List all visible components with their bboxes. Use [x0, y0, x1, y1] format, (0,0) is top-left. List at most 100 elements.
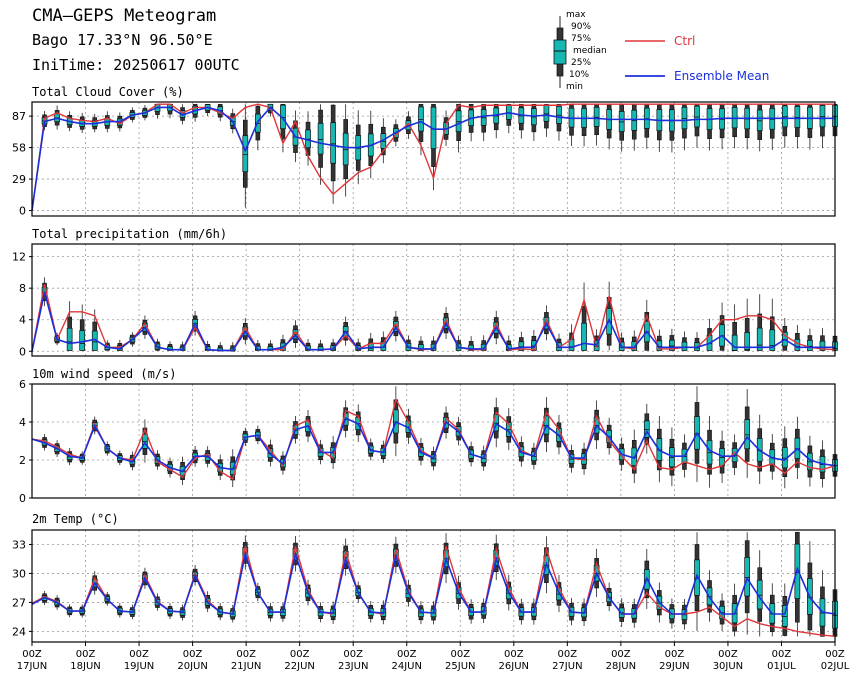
x-tick-date-label: 30JUN [713, 661, 743, 672]
legend-box-label-max: max [566, 10, 586, 20]
ensemble-box [568, 103, 575, 146]
legend-box-label-median: median [573, 46, 607, 56]
ensemble-mean-line [31, 417, 836, 473]
panel-0: 0 29 58 87 [12, 101, 838, 218]
ensemble-box [756, 103, 763, 152]
x-tick-hour-label: 00Z [183, 649, 203, 660]
x-tick-hour-label: 00Z [76, 649, 96, 660]
x-tick-hour-label: 00Z [397, 649, 417, 660]
box-25-75 [581, 322, 587, 351]
x-tick-date-label: 18JUN [70, 661, 100, 672]
init-time-label: IniTime: 20250617 00UTC [32, 56, 240, 74]
ensemble-box [794, 103, 801, 149]
ensemble-box [556, 103, 562, 141]
x-tick-date-label: 27JUN [552, 661, 582, 672]
ensemble-box [543, 397, 550, 453]
panel-2: 0 2 4 6 [19, 378, 838, 505]
panel-title-cloud: Total Cloud Cover (%) [32, 85, 184, 99]
ensemble-box [242, 104, 249, 208]
y-tick-label: 4 [19, 416, 26, 429]
ensemble-box [794, 531, 801, 637]
x-tick-hour-label: 00Z [290, 649, 310, 660]
y-tick-label: 8 [19, 282, 26, 295]
ensemble-box [631, 103, 638, 151]
ensemble-box [154, 103, 161, 119]
ensemble-box [744, 532, 751, 635]
ensemble-box [280, 103, 286, 153]
box-25-75 [681, 341, 688, 351]
box-25-75 [643, 107, 650, 129]
ensemble-box [681, 103, 688, 151]
x-tick-hour-label: 00Z [611, 649, 631, 660]
y-tick-label: 0 [19, 345, 26, 358]
ensemble-box [455, 103, 462, 153]
ensemble-box [480, 103, 487, 142]
box-25-75 [694, 105, 700, 128]
y-tick-label: 58 [12, 142, 26, 155]
y-tick-label: 29 [12, 173, 26, 186]
x-tick-hour-label: 00Z [718, 649, 738, 660]
ensemble-box [66, 301, 73, 351]
ensemble-box [493, 103, 500, 139]
box-25-75 [794, 338, 801, 351]
legend-box-label-90: 90% [571, 22, 592, 32]
ensemble-box [330, 104, 336, 204]
x-tick-hour-label: 00Z [504, 649, 524, 660]
x-tick-date-label: 22JUN [284, 661, 314, 672]
x-tick-hour-label: 00Z [22, 649, 42, 660]
ensemble-box [781, 583, 788, 637]
x-axis: 00Z17JUN00Z18JUN00Z19JUN00Z20JUN00Z21JUN… [17, 642, 850, 672]
panel-frame [31, 529, 836, 643]
box-25-75 [744, 419, 751, 450]
x-tick-date-label: 26JUN [499, 661, 529, 672]
meteogram-title: CMA—GEPS Meteogram [32, 6, 217, 26]
ensemble-box [769, 298, 776, 351]
ensemble-box [719, 103, 725, 150]
ensemble-box [769, 583, 776, 637]
box-25-75 [669, 339, 675, 351]
legend-mean-label: Ensemble Mean [674, 69, 770, 83]
x-tick-hour-label: 00Z [343, 649, 363, 660]
ensemble-box [731, 103, 738, 149]
box-25-75 [455, 110, 462, 132]
ensemble-box [781, 426, 788, 489]
ensemble-box [643, 403, 650, 454]
panel-3: 24 27 30 33 [12, 529, 838, 643]
ensemble-box [719, 430, 725, 483]
box-25-75 [79, 330, 86, 351]
y-tick-label: 4 [19, 314, 26, 327]
ensemble-box [706, 103, 713, 151]
box-25-75 [794, 106, 801, 128]
legend-ctrl-label: Ctrl [674, 34, 696, 48]
panel-frame [31, 243, 836, 357]
box-25-75 [656, 340, 663, 351]
ensemble-box [669, 103, 675, 153]
x-tick-date-label: 28JUN [606, 661, 636, 672]
ensemble-box [606, 281, 613, 351]
x-tick-date-label: 24JUN [391, 661, 421, 672]
ensemble-box [204, 103, 211, 116]
box-25-75 [807, 340, 813, 351]
legend-box-25-75 [553, 39, 567, 65]
box-25-75 [769, 329, 776, 351]
x-tick-hour-label: 00Z [129, 649, 149, 660]
y-tick-label: 87 [12, 110, 26, 123]
ensemble-box [744, 298, 751, 351]
box-25-75 [819, 340, 826, 351]
y-tick-label: 2 [19, 454, 26, 467]
panel-frame [31, 101, 836, 217]
y-tick-label: 33 [12, 538, 26, 551]
ensemble-mean-line [31, 551, 836, 615]
ensemble-box [643, 103, 650, 149]
box-25-75 [468, 344, 474, 351]
ensemble-box [694, 103, 700, 148]
x-tick-hour-label: 00Z [450, 649, 470, 660]
box-25-75 [819, 105, 826, 128]
x-tick-date-label: 19JUN [124, 661, 154, 672]
ensemble-box [581, 103, 587, 147]
box-25-75 [669, 447, 675, 468]
ensemble-box [643, 299, 650, 351]
ensemble-box [593, 103, 600, 146]
box-25-75 [66, 327, 73, 351]
x-tick-hour-label: 00Z [236, 649, 256, 660]
